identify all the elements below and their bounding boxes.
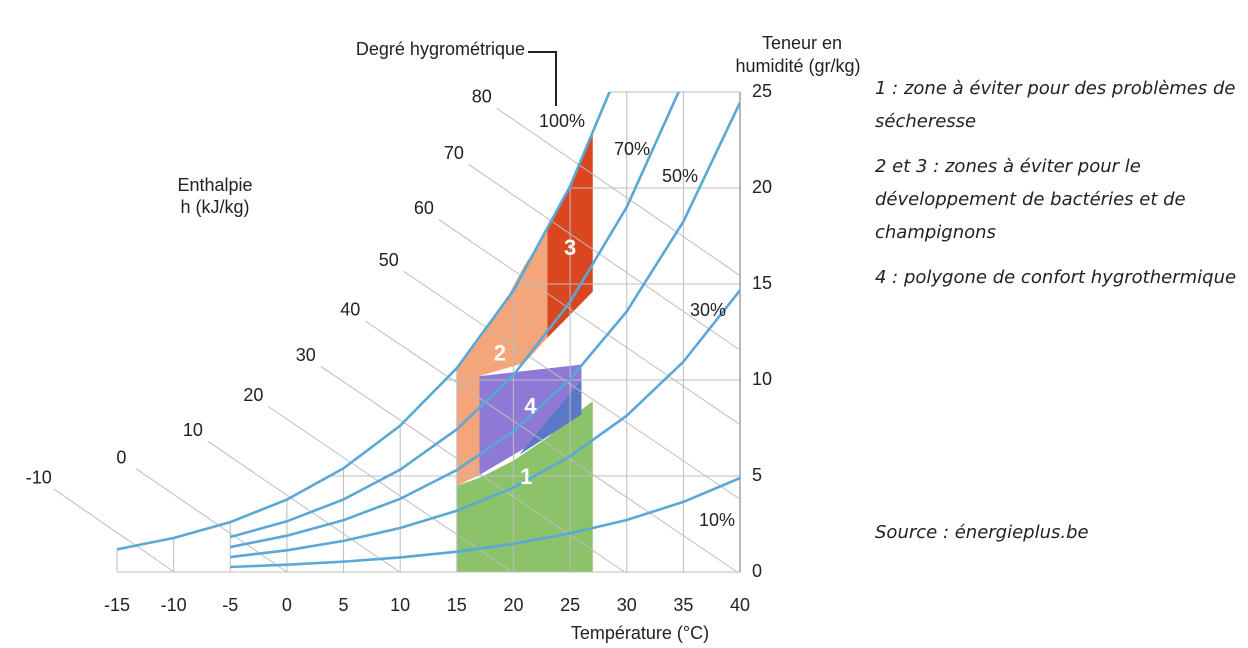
- h-tick-label: 0: [116, 447, 126, 467]
- y-tick-label: 15: [752, 273, 772, 293]
- enthalpy-line: [403, 270, 741, 500]
- zone: [519, 380, 582, 455]
- h-tick-label: -10: [26, 467, 52, 487]
- rh-title: Degré hygrométrique: [356, 39, 525, 59]
- labels: -1001020304050607080100%70%50%30%10%1234…: [26, 81, 772, 615]
- enthalpy-line: [468, 164, 741, 351]
- source: Source : énergieplus.be: [875, 522, 1089, 543]
- notes: 1 : zone à éviter pour des problèmes de …: [875, 72, 1243, 306]
- rh-label: 70%: [614, 139, 650, 159]
- enthalpy-line: [53, 488, 175, 573]
- zone-label: 3: [564, 235, 576, 260]
- zone: [456, 401, 593, 572]
- rh-curve: [230, 102, 740, 549]
- h-tick-label: 60: [414, 198, 434, 218]
- x-tick-label: 0: [282, 595, 292, 615]
- enthalpy-line: [364, 320, 738, 573]
- zone-label: 1: [520, 464, 532, 489]
- rh-label: 10%: [699, 510, 735, 530]
- zone-label: 2: [494, 341, 506, 366]
- x-tick-label: 25: [560, 595, 580, 615]
- x-tick-label: 15: [447, 595, 467, 615]
- x-tick-label: 5: [339, 595, 349, 615]
- y-tick-label: 5: [752, 465, 762, 485]
- h-tick-label: 40: [340, 300, 360, 320]
- y-title: humidité (gr/kg): [735, 56, 860, 76]
- h-tick-label: 10: [183, 420, 203, 440]
- enthalpy-line: [268, 406, 513, 573]
- h-tick-label: 80: [472, 87, 492, 107]
- y-tick-label: 20: [752, 177, 772, 197]
- h-tick-label: 70: [444, 143, 464, 163]
- enthalpy-line: [438, 219, 741, 426]
- x-tick-label: 20: [503, 595, 523, 615]
- note: 4 : polygone de confort hygrothermique: [875, 267, 1237, 288]
- y-tick-label: 25: [752, 81, 772, 101]
- rh-curve: [230, 476, 740, 569]
- h-title: Enthalpie: [177, 175, 252, 195]
- enthalpy-line: [496, 107, 741, 276]
- note: 2 et 3 : zones à éviter pour le développ…: [875, 156, 1186, 243]
- x-tick-label: -15: [104, 595, 130, 615]
- h-tick-label: 30: [296, 345, 316, 365]
- chart: -1001020304050607080100%70%50%30%10%1234…: [26, 33, 860, 643]
- x-tick-label: 30: [617, 595, 637, 615]
- rh-bracket: [528, 51, 557, 106]
- curves: [117, 92, 740, 569]
- rh-curve: [117, 92, 611, 551]
- x-tick-label: 35: [673, 595, 693, 615]
- enthalpy-line: [320, 365, 625, 573]
- rh-label: 100%: [539, 111, 585, 131]
- x-tick-label: -5: [222, 595, 238, 615]
- rh-label: 30%: [690, 300, 726, 320]
- x-title: Température (°C): [571, 623, 709, 643]
- rh-curve: [229, 92, 681, 539]
- y-title: Teneur en: [762, 33, 842, 53]
- y-tick-label: 10: [752, 369, 772, 389]
- enthalpy-line: [135, 468, 288, 573]
- h-tick-label: 20: [243, 385, 263, 405]
- x-tick-label: 10: [390, 595, 410, 615]
- note: 1 : zone à éviter pour des problèmes de …: [875, 78, 1236, 132]
- enthalpy-line: [207, 440, 400, 573]
- rh-label: 50%: [662, 166, 698, 186]
- h-tick-label: 50: [379, 250, 399, 270]
- y-tick-label: 0: [752, 561, 762, 581]
- zone-label: 4: [524, 393, 537, 418]
- x-tick-label: 40: [730, 595, 750, 615]
- x-tick-label: -10: [161, 595, 187, 615]
- h-title: h (kJ/kg): [180, 197, 249, 217]
- rh-curve: [230, 289, 740, 559]
